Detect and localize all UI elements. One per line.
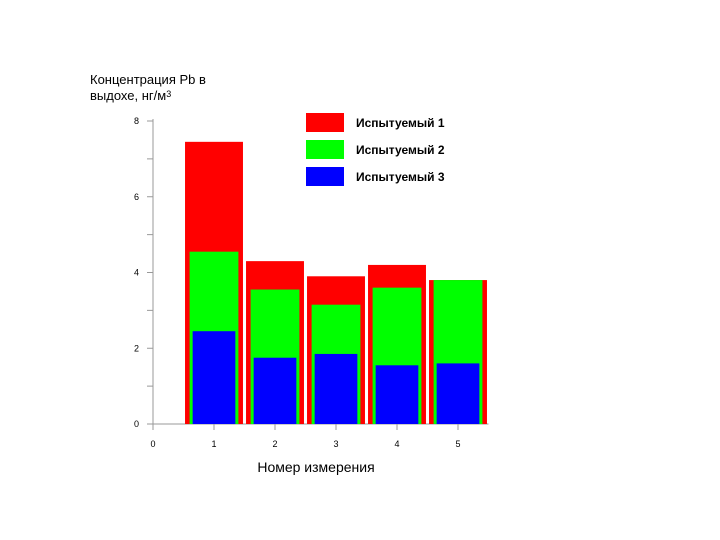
bar-series3-cat3 <box>314 353 358 424</box>
bar-series3-cat4 <box>375 365 419 424</box>
legend-swatch-3 <box>306 167 344 186</box>
y-axis-label: Концентрация Pb в выдохе, нг/м3 <box>90 72 206 104</box>
legend-swatch-1 <box>306 113 344 132</box>
y-tick-label: 4 <box>134 268 139 278</box>
x-tick-label: 0 <box>150 439 155 449</box>
y-tick-label: 8 <box>134 116 139 126</box>
bar-series3-cat5 <box>436 363 480 424</box>
x-tick-label: 3 <box>333 439 338 449</box>
legend-label-1: Испытуемый 1 <box>356 116 445 130</box>
x-tick-label: 2 <box>272 439 277 449</box>
x-axis-title: Номер измерения <box>257 459 374 475</box>
legend-swatch-2 <box>306 140 344 159</box>
y-axis-label-line2: выдохе, нг/м <box>90 88 167 103</box>
x-tick-label: 1 <box>211 439 216 449</box>
legend-label-2: Испытуемый 2 <box>356 143 445 157</box>
bar-series3-cat1 <box>192 331 236 424</box>
y-tick-label: 2 <box>134 343 139 353</box>
y-axis-label-line1: Концентрация Pb в <box>90 72 206 87</box>
x-tick-label: 5 <box>455 439 460 449</box>
y-axis-label-superscript: 3 <box>166 89 172 99</box>
y-tick-label: 6 <box>134 192 139 202</box>
y-tick-label: 0 <box>134 419 139 429</box>
bar-series3-cat2 <box>253 357 297 424</box>
x-tick-label: 4 <box>394 439 399 449</box>
legend-label-3: Испытуемый 3 <box>356 170 445 184</box>
